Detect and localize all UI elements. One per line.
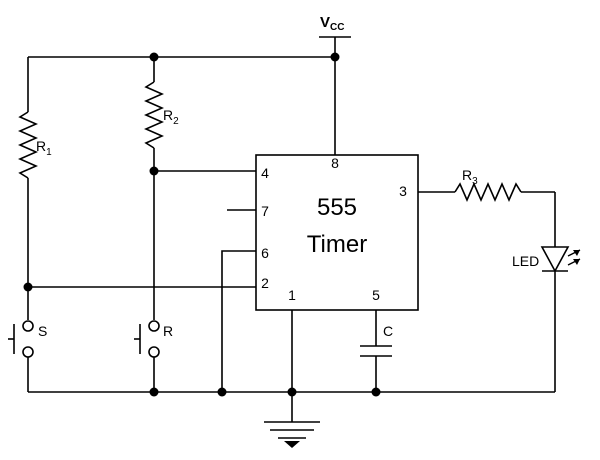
pin-7-label: 7 (261, 203, 269, 219)
resistor-r2: R2 (144, 57, 179, 320)
svg-text:VCC: VCC (320, 14, 344, 33)
svg-text:R1: R1 (36, 138, 52, 158)
junction-dot (217, 387, 227, 397)
led: LED (512, 192, 581, 392)
ic-name-line1: 555 (317, 194, 357, 221)
junction-dot (287, 387, 297, 397)
led-label: LED (512, 253, 539, 269)
vcc-label: V (320, 14, 330, 31)
r1-subscript: 1 (46, 147, 52, 158)
junction-dot (149, 387, 159, 397)
pin-6-label: 6 (261, 245, 269, 261)
ic-name-line2: Timer (307, 231, 367, 258)
pin-6-wire (221, 250, 256, 392)
r2-subscript: 2 (173, 116, 179, 127)
pin-5-label: 5 (372, 287, 380, 303)
push-button-s: S (8, 320, 47, 392)
vcc-subscript: CC (330, 22, 344, 33)
pin-4-label: 4 (261, 165, 269, 181)
pin-2-label: 2 (261, 275, 269, 291)
ground-symbol (264, 392, 320, 448)
resistor-r3: R3 (418, 167, 555, 202)
switch-r-label: R (163, 323, 173, 339)
ic-555-timer: 555 Timer 8 4 7 6 2 1 5 3 (255, 154, 419, 311)
junction-dot (330, 52, 340, 62)
pin-8-label: 8 (331, 155, 339, 171)
junction-dot (371, 387, 381, 397)
switch-s-label: S (38, 323, 47, 339)
pin-3-label: 3 (399, 183, 407, 199)
r3-label: R (462, 167, 472, 183)
junction-dot (149, 166, 159, 176)
r2-label: R (163, 107, 173, 123)
vcc-terminal: VCC (319, 14, 351, 155)
capacitor-c: C (360, 310, 393, 392)
resistor-r1: R1 (18, 57, 52, 320)
junction-dot (23, 282, 33, 292)
junction-dots (23, 52, 381, 397)
r3-subscript: 3 (472, 176, 478, 187)
svg-text:R3: R3 (462, 167, 478, 187)
svg-text:R2: R2 (163, 107, 179, 127)
junction-dot (149, 52, 159, 62)
r1-label: R (36, 138, 46, 154)
push-button-r: R (134, 320, 173, 392)
capacitor-label: C (383, 323, 393, 339)
pin-1-label: 1 (288, 287, 296, 303)
